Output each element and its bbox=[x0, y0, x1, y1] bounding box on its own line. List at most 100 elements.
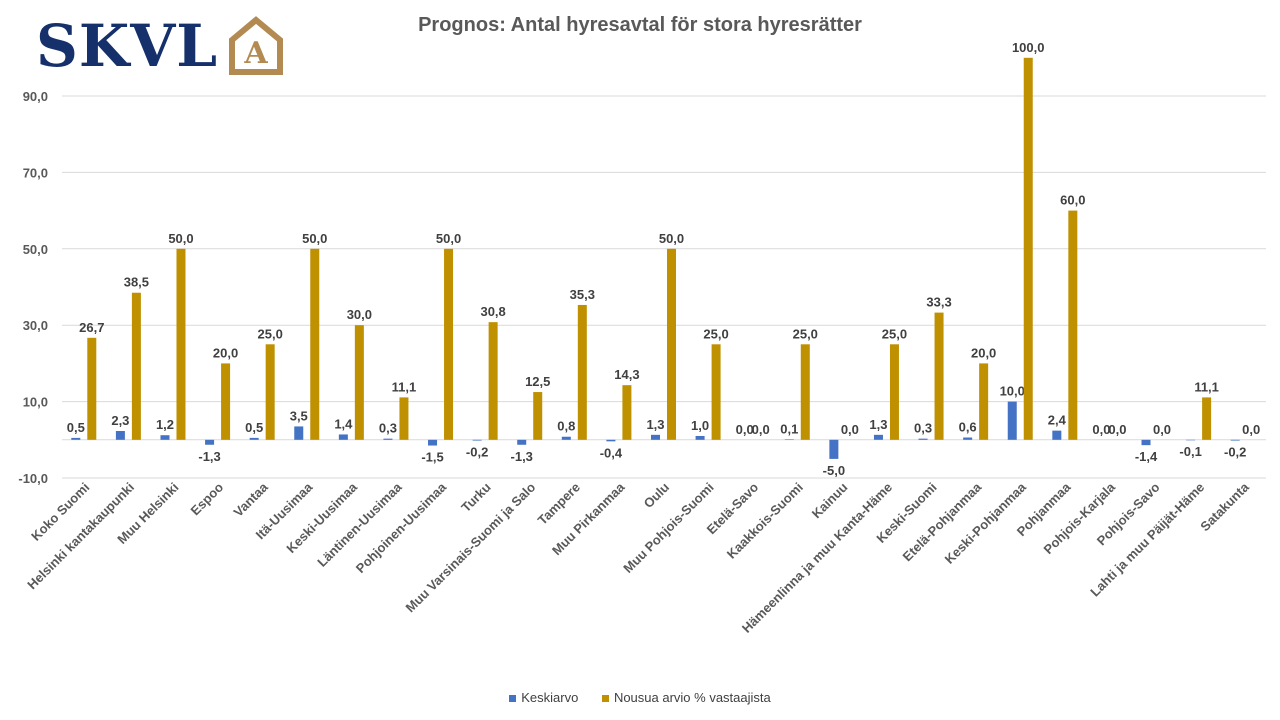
bar-nousua bbox=[533, 392, 543, 440]
data-label-nousua: 25,0 bbox=[793, 326, 818, 341]
legend-label-nousua: Nousua arvio % vastaajista bbox=[613, 690, 771, 705]
data-label-keskiarvo: -0,2 bbox=[1224, 445, 1246, 460]
x-tick-label: Turku bbox=[458, 479, 494, 515]
bar-keskiarvo bbox=[561, 436, 571, 440]
bar-nousua bbox=[265, 344, 275, 440]
bar-nousua bbox=[221, 363, 231, 440]
bar-nousua bbox=[176, 248, 186, 440]
data-label-nousua: 14,3 bbox=[614, 367, 639, 382]
bar-nousua bbox=[131, 292, 141, 440]
bar-nousua bbox=[667, 248, 676, 440]
data-label-nousua: 50,0 bbox=[168, 231, 193, 246]
data-label-keskiarvo: 1,4 bbox=[334, 416, 353, 431]
bar-nousua bbox=[800, 344, 810, 440]
bar-keskiarvo bbox=[784, 439, 794, 440]
data-label-keskiarvo: -1,4 bbox=[1135, 449, 1158, 464]
x-tick-label: Espoo bbox=[187, 479, 226, 518]
bar-keskiarvo bbox=[428, 439, 438, 446]
data-label-nousua: 38,5 bbox=[124, 275, 149, 290]
bar-nousua bbox=[889, 344, 899, 440]
bar-keskiarvo bbox=[918, 438, 928, 440]
bar-nousua bbox=[979, 363, 989, 440]
data-label-keskiarvo: 2,4 bbox=[1048, 413, 1067, 428]
data-label-keskiarvo: 10,0 bbox=[1000, 384, 1025, 399]
data-label-keskiarvo: 0,6 bbox=[959, 420, 977, 435]
bar-keskiarvo bbox=[606, 439, 616, 442]
bar-keskiarvo bbox=[338, 434, 348, 440]
data-label-nousua: 100,0 bbox=[1012, 40, 1045, 55]
bar-nousua bbox=[934, 312, 944, 440]
bar-keskiarvo bbox=[1186, 439, 1196, 441]
data-label-keskiarvo: 0,8 bbox=[557, 419, 575, 434]
logo-text: SKVL bbox=[36, 12, 219, 80]
bar-nousua bbox=[399, 397, 409, 440]
legend-swatch-nousua bbox=[601, 695, 609, 703]
bar-nousua bbox=[622, 385, 632, 440]
x-tick-label: Oulu bbox=[641, 479, 673, 511]
y-tick-label: 90,0 bbox=[23, 89, 48, 104]
data-label-keskiarvo: 1,3 bbox=[869, 417, 887, 432]
bar-keskiarvo bbox=[829, 439, 839, 459]
bar-keskiarvo bbox=[1052, 430, 1062, 440]
data-label-keskiarvo: 1,0 bbox=[691, 418, 709, 433]
data-label-keskiarvo: -5,0 bbox=[823, 463, 845, 478]
bar-keskiarvo bbox=[472, 439, 482, 441]
bar-keskiarvo bbox=[517, 439, 527, 445]
bar-nousua bbox=[577, 304, 587, 440]
bar-keskiarvo bbox=[695, 435, 705, 440]
data-label-keskiarvo: -1,3 bbox=[198, 449, 220, 464]
data-label-nousua: 30,0 bbox=[347, 307, 372, 322]
y-tick-label: 30,0 bbox=[23, 318, 48, 333]
data-label-nousua: 50,0 bbox=[302, 231, 327, 246]
data-label-keskiarvo: -0,1 bbox=[1179, 444, 1201, 459]
x-tick-label: Satakunta bbox=[1197, 479, 1252, 534]
data-label-nousua: 60,0 bbox=[1060, 193, 1085, 208]
bar-keskiarvo bbox=[160, 435, 170, 440]
y-tick-label: 70,0 bbox=[23, 165, 48, 180]
data-label-nousua: 50,0 bbox=[659, 231, 684, 246]
data-label-nousua: 25,0 bbox=[703, 326, 728, 341]
bar-nousua bbox=[1202, 397, 1212, 440]
y-tick-label: 50,0 bbox=[23, 242, 48, 257]
data-label-keskiarvo: 3,5 bbox=[290, 408, 308, 423]
bar-keskiarvo bbox=[71, 437, 81, 440]
bar-keskiarvo bbox=[1007, 401, 1017, 440]
bar-keskiarvo bbox=[963, 437, 973, 440]
data-label-nousua: 0,0 bbox=[752, 422, 770, 437]
data-label-keskiarvo: -1,3 bbox=[511, 449, 533, 464]
bar-nousua bbox=[444, 248, 454, 440]
x-tick-label: Vantaa bbox=[231, 479, 272, 520]
logo-house-icon: A bbox=[226, 14, 286, 78]
legend-item-nousua: Nousua arvio % vastaajista bbox=[601, 690, 771, 705]
data-label-nousua: 20,0 bbox=[213, 345, 238, 360]
data-label-nousua: 20,0 bbox=[971, 345, 996, 360]
data-label-keskiarvo: 0,3 bbox=[379, 421, 397, 436]
data-label-nousua: 35,3 bbox=[570, 287, 595, 302]
x-tick-label: Etelä-Pohjanmaa bbox=[900, 479, 985, 564]
bar-nousua bbox=[310, 248, 320, 440]
data-label-keskiarvo: 1,3 bbox=[646, 417, 664, 432]
data-label-nousua: 25,0 bbox=[882, 326, 907, 341]
data-label-keskiarvo: 0,3 bbox=[914, 421, 932, 436]
bar-keskiarvo bbox=[1230, 439, 1240, 441]
x-tick-label: Pohjoinen-Uusimaa bbox=[353, 479, 450, 576]
data-label-keskiarvo: 0,0 bbox=[1092, 422, 1110, 437]
data-label-keskiarvo: 0,5 bbox=[245, 420, 263, 435]
legend-item-keskiarvo: Keskiarvo bbox=[509, 690, 578, 705]
bar-nousua bbox=[87, 337, 97, 440]
data-label-nousua: 33,3 bbox=[926, 295, 951, 310]
bar-keskiarvo bbox=[294, 426, 304, 440]
data-label-keskiarvo: -0,4 bbox=[600, 445, 623, 460]
data-label-nousua: 0,0 bbox=[841, 422, 859, 437]
x-tick-label: Kainuu bbox=[809, 479, 851, 521]
y-tick-label: 10,0 bbox=[23, 395, 48, 410]
bar-nousua bbox=[488, 322, 498, 440]
data-label-keskiarvo: 0,5 bbox=[67, 420, 85, 435]
bar-nousua bbox=[711, 344, 721, 440]
bar-nousua bbox=[1023, 57, 1033, 440]
bar-nousua bbox=[354, 325, 364, 440]
bar-keskiarvo bbox=[651, 434, 660, 440]
legend-label-keskiarvo: Keskiarvo bbox=[521, 690, 579, 705]
data-label-nousua: 11,1 bbox=[392, 379, 417, 394]
